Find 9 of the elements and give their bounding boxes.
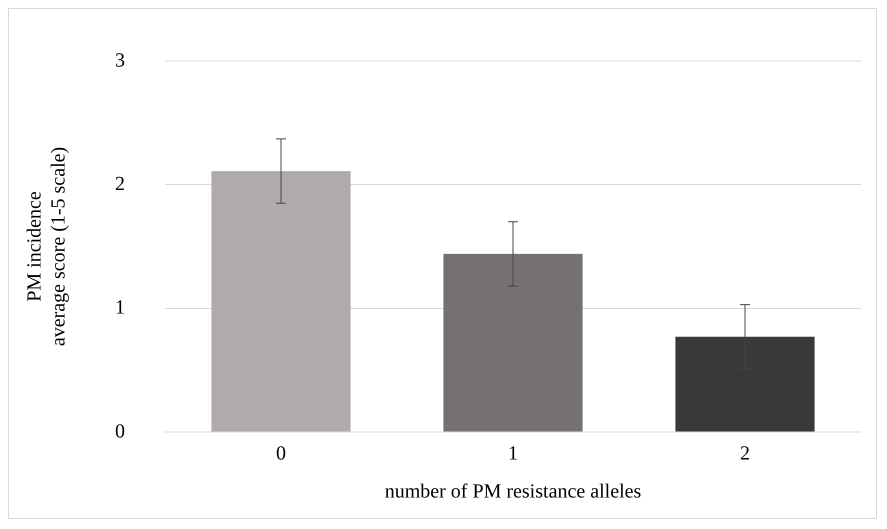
x-tick-label: 2 (740, 442, 750, 464)
x-tick-label: 0 (276, 442, 286, 464)
x-tick-label: 1 (508, 442, 518, 464)
y-tick-label: 0 (115, 420, 125, 442)
y-tick-label: 1 (115, 296, 125, 319)
y-tick-label: 3 (115, 49, 125, 72)
y-tick-label: 2 (115, 172, 125, 195)
y-axis-title: PM incidence average score (1-5 scale) (23, 146, 70, 346)
x-axis-title: number of PM resistance alleles (384, 480, 642, 502)
